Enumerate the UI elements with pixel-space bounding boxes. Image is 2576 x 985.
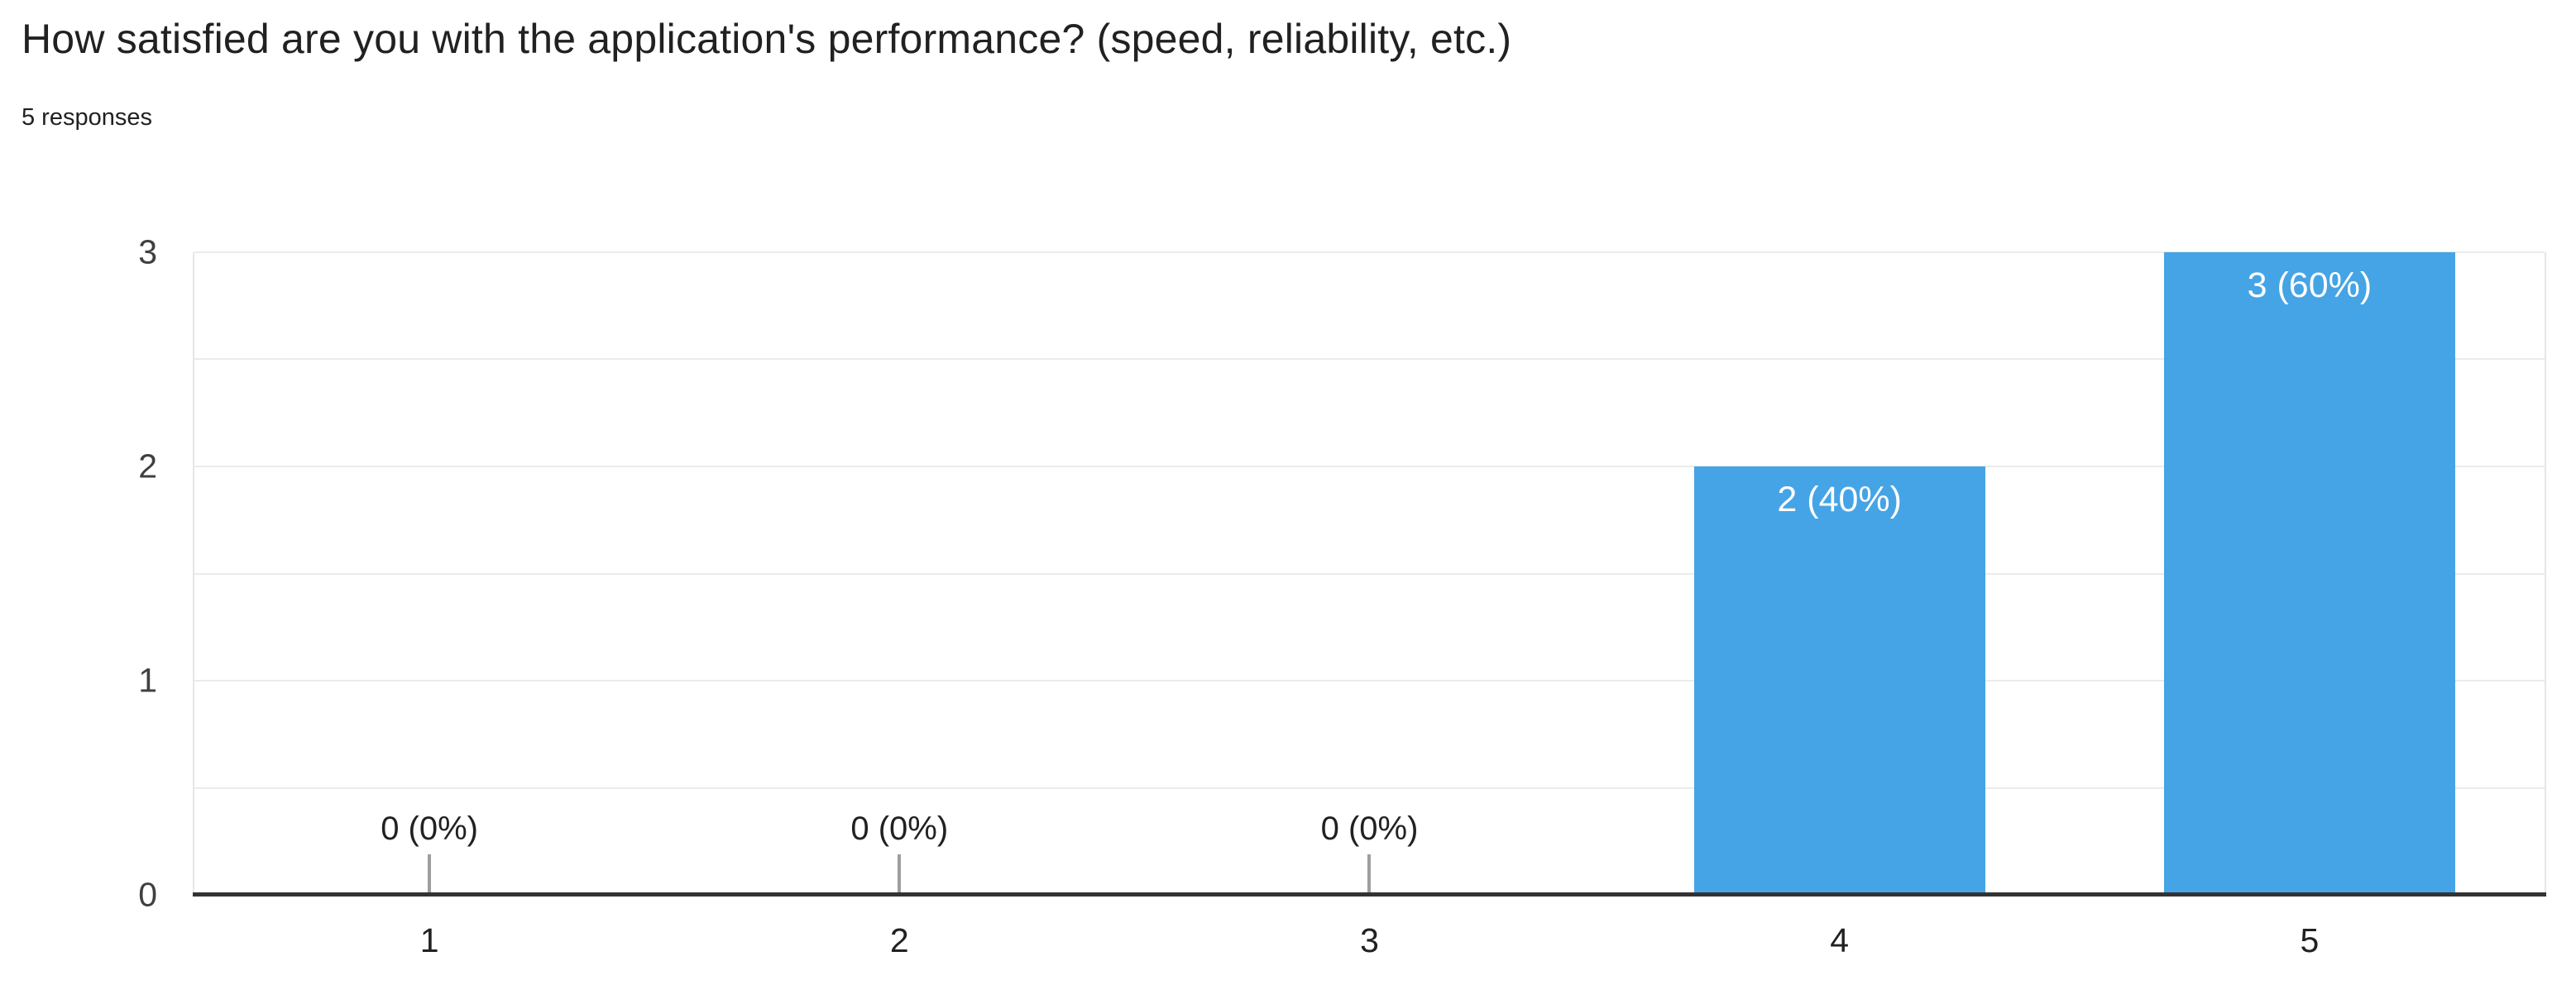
- y-tick-label: 2: [138, 447, 157, 485]
- category-slot: 0 (0%) 3: [1134, 252, 1604, 959]
- zero-annotation-stem: [428, 854, 432, 894]
- y-tick-label: 1: [138, 661, 157, 700]
- zero-annotation-label: 0 (0%): [850, 810, 949, 847]
- y-tick-label: 3: [138, 232, 157, 271]
- bar-value-label: 2 (40%): [1777, 480, 1902, 520]
- zero-annotation-label: 0 (0%): [381, 810, 478, 847]
- category-slot: 0 (0%) 1: [194, 252, 664, 959]
- y-axis: 0 1 2 3: [0, 233, 157, 914]
- y-tick-label: 0: [138, 875, 157, 914]
- x-axis-line: [193, 892, 2546, 897]
- bar: 3 (60%): [2163, 252, 2456, 895]
- zero-annotation-label: 0 (0%): [1320, 810, 1419, 847]
- gridline: [194, 787, 2545, 789]
- gridline: [194, 465, 2545, 467]
- gridline: [194, 358, 2545, 361]
- category-slot: 0 (0%) 2: [664, 252, 1134, 959]
- gridline: [194, 679, 2545, 681]
- bar-value-label: 3 (60%): [2247, 265, 2373, 305]
- gridline: [194, 251, 2545, 253]
- x-tick-label: 1: [419, 921, 439, 959]
- bar: 2 (40%): [1693, 466, 1985, 895]
- category-slot: 3 (60%) 5: [2075, 252, 2545, 959]
- bar-series: 0 (0%) 1 0 (0%) 2 0 (0%) 3 2 (40%) 4 3 (60%) 5: [194, 252, 2545, 959]
- zero-annotation-stem: [898, 854, 902, 894]
- x-tick-label: 2: [889, 921, 909, 959]
- response-count: 5 responses: [22, 104, 152, 131]
- question-title: How satisfied are you with the applicati…: [22, 16, 1512, 62]
- x-tick-label: 3: [1360, 921, 1379, 959]
- category-slot: 2 (40%) 4: [1605, 252, 2075, 959]
- plot-area: 0 (0%) 1 0 (0%) 2 0 (0%) 3 2 (40%) 4 3 (60%) 5: [193, 251, 2546, 959]
- gridline: [194, 572, 2545, 575]
- x-tick-label: 4: [1830, 921, 1850, 959]
- x-tick-label: 5: [2300, 921, 2320, 959]
- zero-annotation-stem: [1367, 854, 1372, 894]
